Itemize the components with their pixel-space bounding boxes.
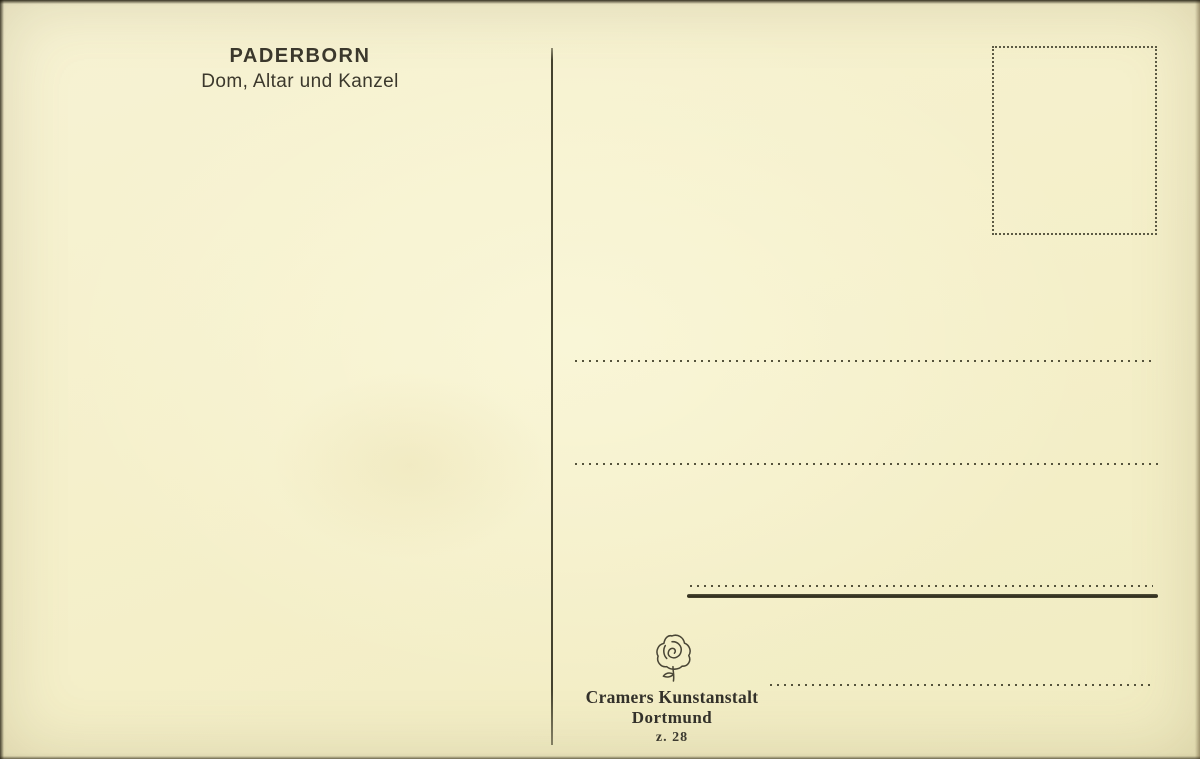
caption-block: PADERBORN Dom, Altar und Kanzel [178, 44, 422, 93]
publisher-imprint: Cramers Kunstanstalt Dortmund z. 28 [557, 632, 787, 746]
paper-stain [270, 370, 550, 560]
center-divider-line [551, 48, 553, 745]
publisher-name: Cramers Kunstanstalt [585, 687, 759, 707]
address-line-1 [575, 360, 1155, 362]
address-underline-rule [687, 594, 1158, 598]
rose-logo-icon [557, 632, 787, 684]
postcard-subtitle: Dom, Altar und Kanzel [201, 71, 399, 92]
stamp-box [992, 46, 1157, 235]
address-line-4 [770, 684, 1155, 686]
series-number: z. 28 [655, 730, 689, 745]
address-line-3 [690, 585, 1153, 587]
address-line-2 [575, 463, 1158, 465]
postcard-title: PADERBORN [229, 45, 371, 67]
publisher-city: Dortmund [631, 708, 713, 727]
